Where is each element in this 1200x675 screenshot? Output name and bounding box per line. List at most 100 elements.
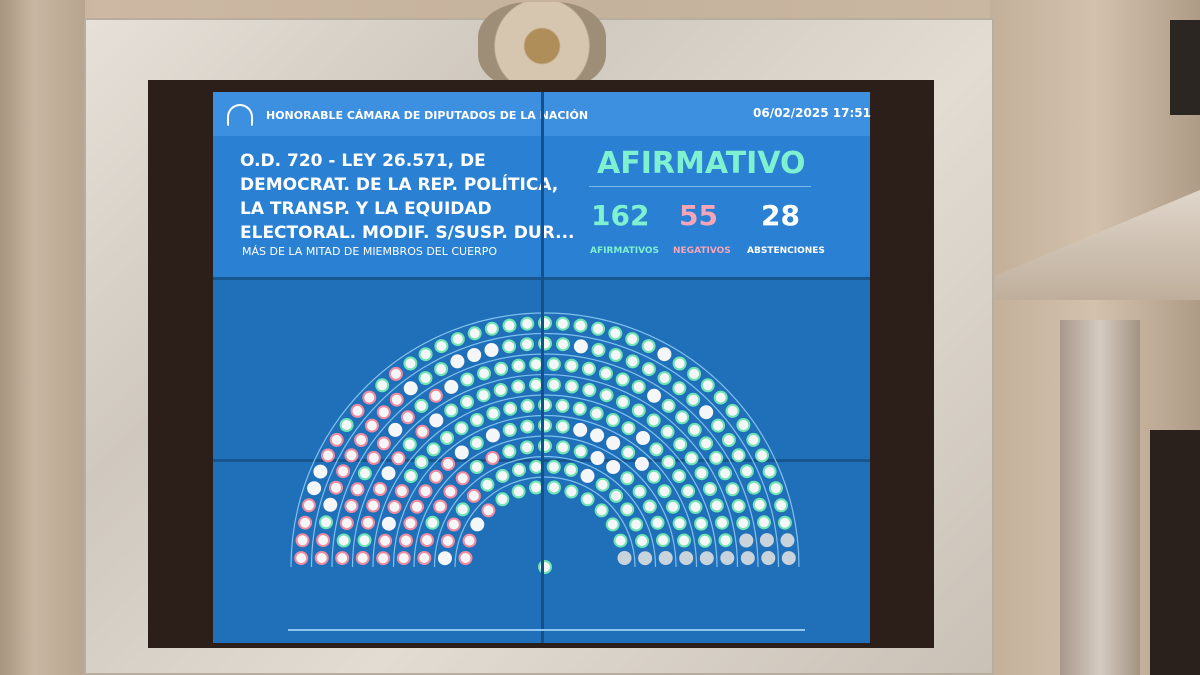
afirmativos-count: 162 (591, 199, 650, 232)
seat-abstencion (699, 405, 714, 420)
seat-afirmativo (572, 401, 587, 416)
seat-negativo (373, 482, 387, 496)
seat-afirmativo (620, 471, 635, 486)
seat-negativo (396, 551, 411, 566)
seat-negativo (458, 551, 473, 565)
seat-afirmativo (573, 444, 588, 459)
seat-abstencion (485, 428, 500, 443)
seat-afirmativo (650, 515, 665, 530)
seat-negativo (335, 551, 350, 566)
negativos-count: 55 (679, 199, 718, 232)
seat-afirmativo (555, 419, 570, 434)
seat-negativo (440, 534, 455, 548)
seat-afirmativo (520, 337, 534, 352)
seat-afirmativo (681, 484, 696, 499)
seat-afirmativo (502, 422, 517, 437)
seat-afirmativo (403, 469, 418, 484)
seat-ausente (781, 551, 796, 566)
seat-afirmativo (635, 534, 650, 548)
seat-negativo (415, 424, 430, 439)
seat-negativo (336, 464, 351, 479)
seat-afirmativo (615, 372, 630, 387)
seat-negativo (485, 451, 500, 465)
seat-afirmativo (426, 442, 441, 457)
seat-negativo (376, 405, 391, 420)
seat-negativo (429, 469, 443, 484)
seat-afirmativo (454, 421, 469, 436)
seat-afirmativo (546, 357, 561, 372)
seat-negativo (350, 482, 365, 497)
seat-negativo (399, 533, 413, 548)
seat-ausente (780, 533, 795, 548)
seat-afirmativo (480, 477, 495, 492)
seat-negativo (329, 432, 344, 447)
afirmativos-label: AFIRMATIVOS (590, 246, 660, 256)
seat-afirmativo (599, 388, 614, 403)
seat-abstencion (606, 460, 621, 474)
bezel-line (541, 92, 544, 643)
seat-afirmativo (547, 377, 561, 392)
seat-afirmativo (613, 533, 628, 548)
seat-negativo (410, 499, 424, 514)
seat-afirmativo (564, 462, 578, 477)
seat-afirmativo (414, 455, 429, 470)
seat-negativo (321, 448, 335, 463)
seat-afirmativo (418, 347, 433, 362)
seat-afirmativo (725, 403, 740, 418)
seat-afirmativo (777, 515, 792, 530)
seat-negativo (361, 515, 375, 530)
seat-afirmativo (444, 403, 459, 418)
seat-afirmativo (699, 436, 714, 451)
motion-line: DEMOCRAT. DE LA REP. POLÍTICA, (240, 175, 559, 195)
seat-negativo (339, 516, 354, 531)
seat-negativo (329, 480, 343, 495)
seat-afirmativo (484, 321, 499, 336)
seat-afirmativo (357, 466, 372, 481)
motion-title: O.D. 720 - LEY 26.571, DE DEMOCRAT. DE L… (240, 149, 575, 245)
seat-afirmativo (621, 421, 636, 436)
seat-negativo (391, 451, 406, 466)
seat-ausente (658, 551, 673, 565)
seat-afirmativo (718, 533, 733, 548)
seat-ausente (739, 533, 754, 548)
seat-afirmativo (512, 462, 526, 477)
seat-afirmativo (747, 480, 761, 495)
window (1170, 20, 1200, 115)
seat-afirmativo (556, 440, 570, 455)
seat-negativo (362, 390, 377, 405)
seat-abstencion (450, 354, 465, 369)
seat-negativo (420, 533, 434, 548)
seat-afirmativo (319, 515, 333, 530)
seat-abstencion (634, 456, 649, 471)
seat-afirmativo (642, 499, 657, 514)
seat-afirmativo (660, 424, 675, 439)
seat-abstencion (484, 343, 499, 357)
result-panel (543, 136, 870, 277)
seat-ausente (761, 551, 776, 565)
seat-afirmativo (556, 337, 570, 352)
seat-negativo (466, 488, 481, 503)
seat-afirmativo (580, 492, 595, 507)
seat-abstencion (573, 339, 588, 354)
seat-afirmativo (495, 468, 510, 483)
seat-afirmativo (620, 502, 635, 517)
seat-afirmativo (591, 343, 606, 357)
seat-afirmativo (520, 440, 534, 455)
seat-ausente (638, 551, 653, 566)
seat-afirmativo (672, 469, 687, 484)
seat-afirmativo (357, 533, 372, 548)
seat-negativo (481, 503, 496, 518)
seat-afirmativo (762, 464, 777, 479)
seat-afirmativo (647, 469, 661, 484)
seat-afirmativo (589, 406, 604, 421)
seat-negativo (394, 484, 409, 499)
seat-afirmativo (649, 442, 664, 457)
seat-afirmativo (450, 332, 465, 347)
crest-emblem (478, 2, 606, 90)
seat-afirmativo (731, 499, 746, 513)
row-arc (392, 414, 698, 568)
seat-afirmativo (673, 437, 688, 452)
seat-afirmativo (703, 482, 717, 496)
seat-abstencion (470, 517, 485, 532)
seat-afirmativo (470, 413, 484, 427)
